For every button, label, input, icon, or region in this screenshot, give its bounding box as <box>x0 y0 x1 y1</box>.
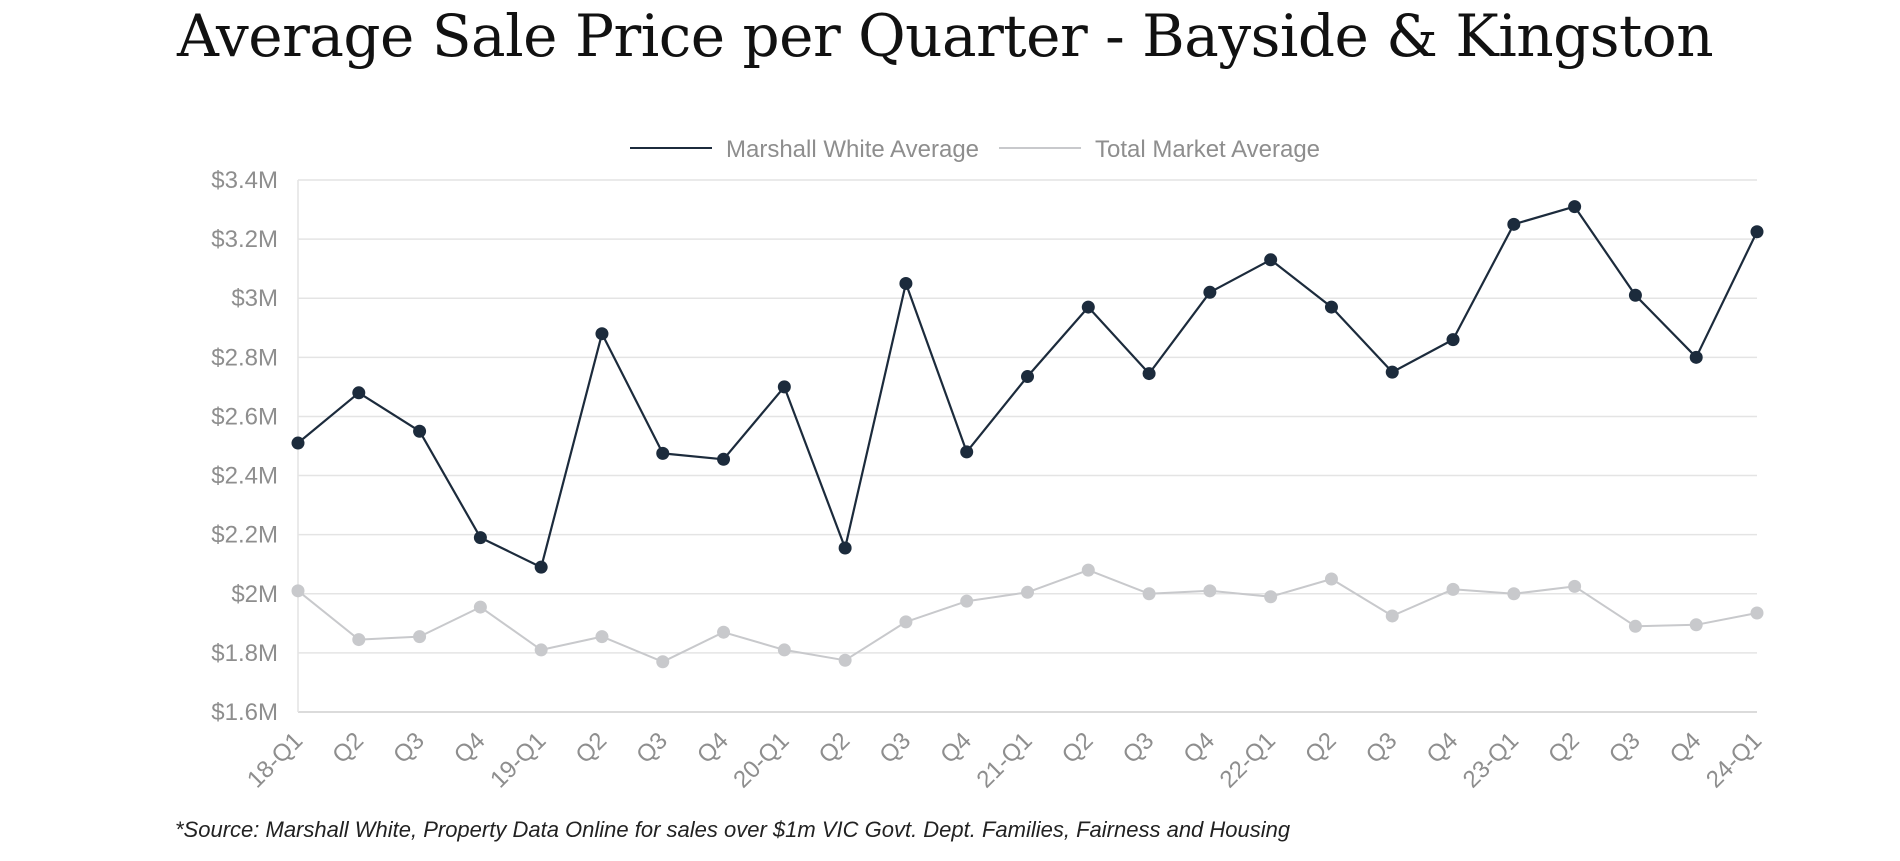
data-point <box>1568 579 1582 593</box>
data-point <box>291 584 305 598</box>
series-line <box>297 205 1758 569</box>
y-tick-label: $1.6M <box>211 699 278 726</box>
data-point <box>1689 350 1703 364</box>
data-point <box>595 630 609 644</box>
series-group <box>291 200 1764 574</box>
data-point <box>717 452 731 466</box>
data-point <box>1507 587 1521 601</box>
data-point <box>1568 200 1582 214</box>
data-point <box>1203 285 1217 299</box>
y-tick-label: $2.8M <box>211 344 278 371</box>
x-tick-label: Q4 <box>935 727 977 769</box>
data-point <box>1507 217 1521 231</box>
data-point <box>1203 584 1217 598</box>
data-point <box>534 560 548 574</box>
y-tick-label: $2.4M <box>211 463 278 490</box>
data-point <box>1081 300 1095 314</box>
data-point <box>413 424 427 438</box>
y-tick-label: $3.2M <box>211 226 278 253</box>
x-tick-label: Q3 <box>631 727 673 769</box>
y-tick-label: $2M <box>231 581 278 608</box>
x-tick-label: 23-Q1 <box>1458 727 1524 793</box>
data-point <box>1324 300 1338 314</box>
x-tick-label: 19-Q1 <box>485 727 551 793</box>
data-point <box>534 643 548 657</box>
data-point <box>1142 367 1156 381</box>
data-point <box>1385 609 1399 623</box>
data-point <box>595 327 609 341</box>
y-tick-label: $2.2M <box>211 522 278 549</box>
y-tick-label: $2.6M <box>211 403 278 430</box>
x-tick-label: 20-Q1 <box>728 727 794 793</box>
x-tick-label: Q2 <box>570 727 612 769</box>
data-point <box>1628 288 1642 302</box>
x-tick-label: 21-Q1 <box>971 727 1037 793</box>
data-point <box>1021 585 1034 599</box>
legend-label: Marshall White Average <box>726 136 979 163</box>
data-point <box>352 386 366 400</box>
data-point <box>352 633 366 647</box>
y-tick-label: $1.8M <box>211 640 278 667</box>
x-tick-label: Q3 <box>1604 727 1646 769</box>
series-group <box>291 563 1764 669</box>
chart-title: Average Sale Price per Quarter - Bayside… <box>177 2 1714 70</box>
data-point <box>899 615 913 629</box>
data-point <box>960 594 974 608</box>
x-tick-label: Q2 <box>814 727 856 769</box>
x-tick-label: Q2 <box>1300 727 1342 769</box>
data-point <box>1385 365 1399 379</box>
data-point <box>413 630 427 644</box>
y-tick-label: $3M <box>231 285 278 312</box>
legend-label: Total Market Average <box>1095 136 1320 163</box>
series-line <box>297 569 1758 663</box>
x-tick-label: Q4 <box>1665 727 1707 769</box>
data-point <box>656 655 670 669</box>
series-layer <box>291 200 1764 669</box>
source-note: *Source: Marshall White, Property Data O… <box>175 817 1291 842</box>
data-point <box>1446 582 1460 596</box>
data-point <box>1021 370 1034 384</box>
data-point <box>777 380 791 394</box>
x-tick-label: Q3 <box>388 727 430 769</box>
data-point <box>291 436 305 450</box>
x-tick-label: Q4 <box>692 727 734 769</box>
data-point <box>960 445 974 459</box>
data-point <box>1264 590 1278 604</box>
x-tick-label: Q3 <box>874 727 916 769</box>
data-point <box>1081 563 1095 577</box>
data-point <box>1750 225 1764 239</box>
data-point <box>1446 333 1460 347</box>
x-tick-label: 24-Q1 <box>1701 727 1767 793</box>
data-point <box>1264 253 1278 267</box>
x-tick-label: Q4 <box>449 727 491 769</box>
x-tick-label: Q2 <box>327 727 369 769</box>
x-tick-label: 18-Q1 <box>242 727 308 793</box>
y-axis: $1.6M $1.8M $2M $2.2M $2.4M $2.6M $2.8M $3M $3.2… <box>211 167 278 726</box>
data-point <box>1142 587 1156 601</box>
data-point <box>473 600 487 614</box>
x-tick-label: 22-Q1 <box>1215 727 1281 793</box>
data-point <box>1689 618 1703 632</box>
x-tick-label: Q4 <box>1178 727 1220 769</box>
data-point <box>777 643 791 657</box>
x-tick-label: Q2 <box>1543 727 1585 769</box>
grid-lines <box>297 179 1757 713</box>
data-point <box>899 276 913 290</box>
data-point <box>838 541 852 555</box>
data-point <box>1750 606 1764 620</box>
x-tick-label: Q4 <box>1422 727 1464 769</box>
data-point <box>1324 572 1338 586</box>
x-tick-label: Q3 <box>1361 727 1403 769</box>
data-point <box>717 625 731 639</box>
data-point <box>1628 619 1642 633</box>
x-tick-label: Q3 <box>1118 727 1160 769</box>
data-point <box>473 531 487 545</box>
data-point <box>838 653 852 667</box>
legend: Marshall White Average Total Market Avera… <box>630 136 1320 163</box>
y-tick-label: $3.4M <box>211 167 278 194</box>
x-tick-label: Q2 <box>1057 727 1099 769</box>
data-point <box>656 446 670 460</box>
